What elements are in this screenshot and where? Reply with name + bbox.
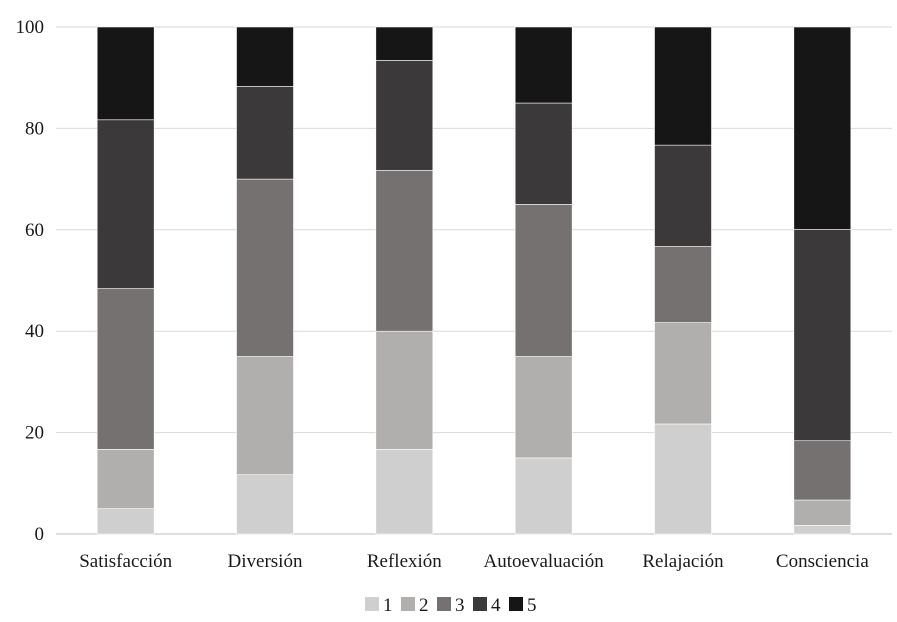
bar-segment-series-2 — [793, 499, 852, 526]
legend-label: 3 — [455, 595, 465, 616]
y-tick-label: 100 — [16, 17, 45, 38]
bar-segment-series-4 — [514, 102, 573, 205]
bar-stack-5 — [793, 26, 852, 535]
bar-segment-series-4 — [793, 228, 852, 442]
bar-stack-4 — [654, 26, 712, 535]
y-tick-label: 20 — [25, 423, 44, 444]
x-category-label: Relajación — [642, 551, 724, 572]
legend-swatch — [401, 597, 415, 611]
y-tick-label: 40 — [25, 321, 44, 342]
bar-segment-series-1 — [96, 508, 155, 535]
x-category-label: Autoevaluación — [484, 551, 605, 572]
legend-item-4: 4 — [473, 595, 501, 616]
y-axis-tick-labels: 0 20 40 60 80 100 — [16, 17, 45, 545]
bar-segment-series-1 — [375, 449, 434, 535]
bar-stack-2 — [375, 26, 434, 535]
bar-segment-series-5 — [96, 26, 155, 121]
bar-stack-1 — [236, 26, 294, 535]
bar-segment-series-3 — [793, 440, 852, 501]
legend-swatch — [473, 597, 487, 611]
y-tick-label: 0 — [35, 524, 45, 545]
bar-segment-series-4 — [236, 86, 294, 180]
x-category-label: Reflexión — [367, 551, 442, 572]
legend-item-1: 1 — [365, 595, 393, 616]
bar-segment-series-4 — [654, 144, 712, 247]
bar-segment-series-5 — [514, 26, 573, 104]
bar-segment-series-2 — [375, 330, 434, 450]
bar-segment-series-5 — [236, 26, 294, 87]
bar-segment-series-4 — [375, 60, 434, 171]
bar-segment-series-5 — [375, 26, 434, 61]
bar-segment-series-2 — [96, 449, 155, 509]
legend-label: 5 — [527, 595, 537, 616]
bar-segment-series-5 — [654, 26, 712, 146]
bar-stack-3 — [514, 26, 573, 535]
bar-segment-series-1 — [793, 525, 852, 535]
bar-segment-series-3 — [654, 246, 712, 323]
y-tick-label: 60 — [25, 220, 44, 241]
bar-segment-series-2 — [654, 322, 712, 425]
legend-label: 2 — [419, 595, 429, 616]
y-tick-label: 80 — [25, 118, 44, 139]
bar-stacks — [96, 26, 852, 535]
x-category-label: Consciencia — [776, 551, 869, 572]
bar-segment-series-2 — [514, 356, 573, 459]
legend: 1 2 3 4 5 — [365, 595, 537, 616]
bar-segment-series-3 — [96, 288, 155, 450]
bar-segment-series-5 — [793, 26, 852, 230]
legend-swatch — [365, 597, 379, 611]
legend-label: 1 — [383, 595, 393, 616]
legend-item-2: 2 — [401, 595, 429, 616]
bar-stack-0 — [96, 26, 155, 535]
bar-segment-series-1 — [654, 423, 712, 535]
x-category-label: Satisfacción — [79, 551, 172, 572]
bar-segment-series-2 — [236, 356, 294, 475]
gridlines — [56, 26, 892, 535]
x-axis-category-labels: Satisfacción Diversión Reflexión Autoevalua… — [79, 551, 869, 572]
bar-segment-series-3 — [514, 204, 573, 357]
legend-swatch — [437, 597, 451, 611]
legend-label: 4 — [491, 595, 501, 616]
bar-segment-series-1 — [514, 457, 573, 535]
legend-item-5: 5 — [509, 595, 537, 616]
legend-item-3: 3 — [437, 595, 465, 616]
bar-segment-series-1 — [236, 474, 294, 535]
bar-segment-series-3 — [236, 178, 294, 357]
x-category-label: Diversión — [228, 551, 303, 572]
legend-swatch — [509, 597, 523, 611]
bar-segment-series-3 — [375, 170, 434, 332]
bar-segment-series-4 — [96, 119, 155, 289]
